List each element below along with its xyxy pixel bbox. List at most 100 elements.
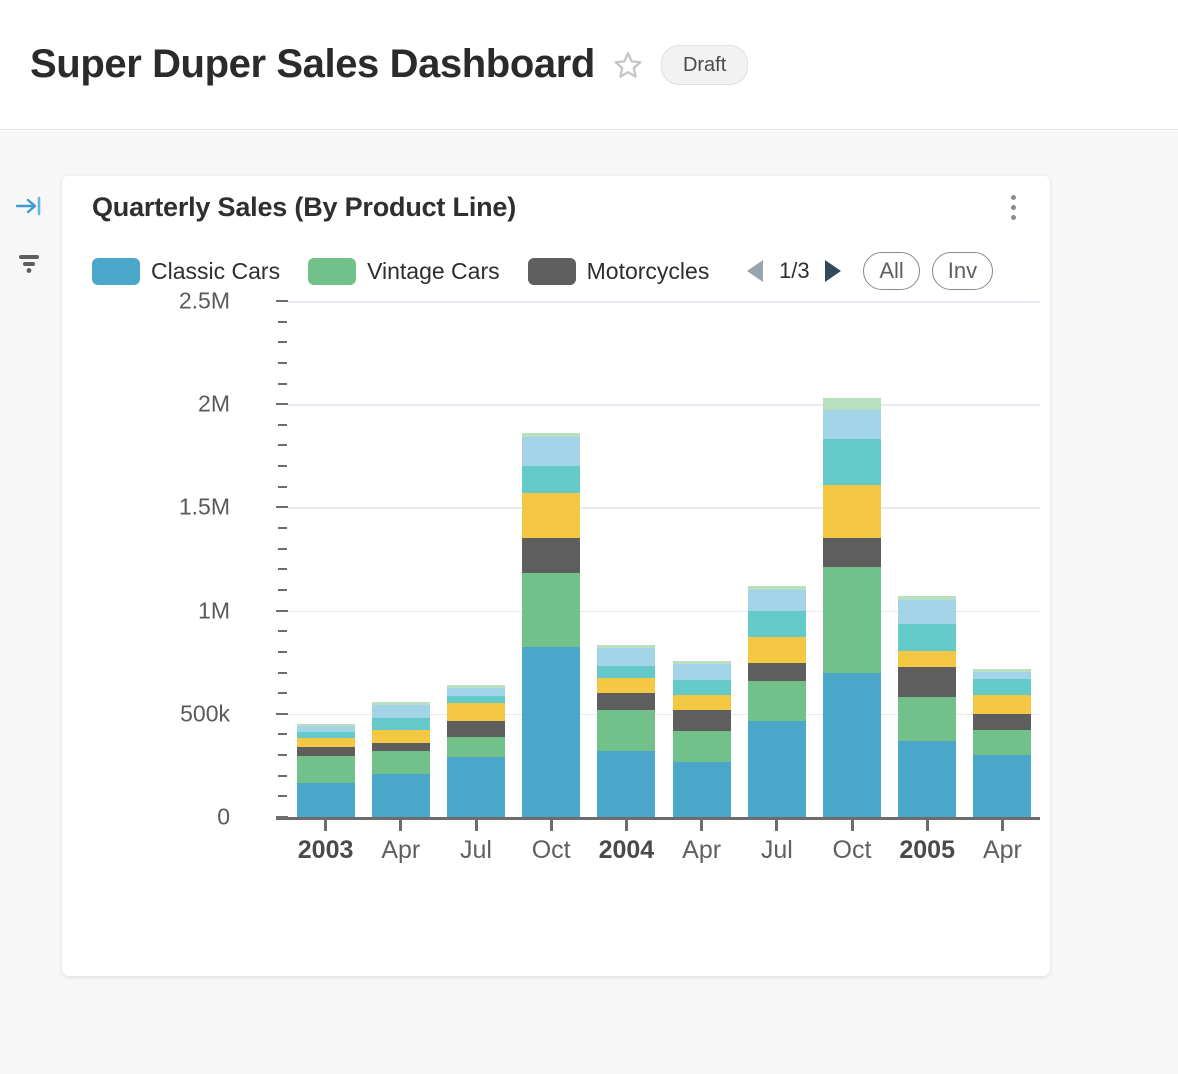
header-title-group: Super Duper Sales Dashboard Draft [0, 42, 749, 87]
bar-group[interactable] [522, 433, 581, 817]
bar-segment[interactable] [672, 709, 731, 732]
bar-segment[interactable] [447, 702, 505, 722]
bar-segment[interactable] [447, 684, 505, 689]
bar-segment[interactable] [898, 697, 957, 741]
star-outline-icon[interactable] [613, 50, 643, 80]
chart-card: Quarterly Sales (By Product Line) Classi… [62, 176, 1050, 976]
bar-segment[interactable] [371, 704, 430, 718]
bar-segment[interactable] [597, 644, 656, 648]
legend-item-vintage-cars[interactable]: Vintage Cars [308, 257, 500, 285]
bar-segment[interactable] [296, 724, 355, 727]
triangle-left-icon[interactable] [747, 260, 764, 282]
bar-segment[interactable] [522, 538, 581, 574]
bar-segment[interactable] [447, 721, 505, 737]
bar-segment[interactable] [823, 398, 881, 411]
status-badge[interactable]: Draft [660, 44, 749, 85]
bar-segment[interactable] [371, 742, 430, 751]
bar-segment[interactable] [296, 732, 355, 738]
bar-segment[interactable] [898, 624, 957, 651]
bar-segment[interactable] [447, 696, 505, 703]
bar-segment[interactable] [747, 680, 806, 722]
bar-segment[interactable] [296, 726, 355, 733]
bar-group[interactable] [898, 596, 957, 817]
bar-segment[interactable] [823, 567, 881, 673]
bar-segment[interactable] [672, 731, 731, 763]
bar-segment[interactable] [672, 661, 731, 665]
bar-group[interactable] [296, 724, 355, 817]
bar-segment[interactable] [898, 667, 957, 698]
bar-group[interactable] [973, 669, 1032, 817]
bar-group[interactable] [672, 661, 731, 817]
bar-group[interactable] [823, 398, 881, 817]
bar-segment[interactable] [371, 773, 430, 817]
bar-segment[interactable] [823, 672, 881, 817]
bar-segment[interactable] [296, 756, 355, 783]
bar-segment[interactable] [522, 646, 581, 817]
filter-funnel-icon[interactable] [13, 247, 45, 277]
bar-segment[interactable] [597, 693, 656, 710]
bar-segment[interactable] [371, 730, 430, 743]
bar-segment[interactable] [747, 637, 806, 664]
bar-segment[interactable] [447, 736, 505, 758]
gridline [288, 713, 1040, 716]
bar-segment[interactable] [597, 709, 656, 751]
bar-segment[interactable] [672, 664, 731, 680]
bar-group[interactable] [371, 702, 430, 817]
bar-segment[interactable] [973, 695, 1032, 714]
bar-segment[interactable] [973, 755, 1032, 817]
bar-segment[interactable] [447, 757, 505, 817]
bar-segment[interactable] [898, 596, 957, 601]
x-axis-tick [624, 820, 628, 831]
select-all-button[interactable]: All [863, 252, 920, 290]
bar-segment[interactable] [898, 650, 957, 668]
legend-item-classic-cars[interactable]: Classic Cars [92, 257, 280, 285]
bar-segment[interactable] [973, 678, 1032, 696]
bar-segment[interactable] [371, 702, 430, 705]
legend-label: Vintage Cars [367, 257, 500, 284]
bar-segment[interactable] [747, 590, 806, 611]
bar-segment[interactable] [296, 737, 355, 747]
kebab-menu-icon[interactable] [1000, 192, 1026, 222]
bar-segment[interactable] [597, 750, 656, 817]
bar-segment[interactable] [597, 666, 656, 678]
invert-selection-button[interactable]: Inv [931, 252, 994, 290]
bar-segment[interactable] [672, 762, 731, 817]
expand-panel-arrow-icon[interactable] [13, 191, 45, 221]
bar-segment[interactable] [823, 439, 881, 485]
dashboard-body: Quarterly Sales (By Product Line) Classi… [0, 131, 1178, 1074]
bar-segment[interactable] [898, 740, 957, 817]
bar-segment[interactable] [371, 750, 430, 774]
bar-segment[interactable] [823, 410, 881, 440]
bar-segment[interactable] [747, 721, 806, 817]
bar-segment[interactable] [747, 585, 806, 591]
bar-segment[interactable] [973, 669, 1032, 672]
bar-segment[interactable] [597, 677, 656, 694]
legend-item-motorcycles[interactable]: Motorcycles [527, 257, 709, 285]
bar-group[interactable] [597, 644, 656, 817]
bar-segment[interactable] [747, 663, 806, 681]
bar-segment[interactable] [973, 730, 1032, 756]
bar-segment[interactable] [522, 437, 581, 467]
y-axis-labels: 0 500k 1M 1.5M 2M 2.5M [152, 288, 230, 961]
triangle-right-icon[interactable] [825, 260, 842, 282]
bar-segment[interactable] [747, 610, 806, 638]
bar-segment[interactable] [296, 746, 355, 757]
bar-segment[interactable] [522, 466, 581, 493]
bar-segment[interactable] [522, 433, 581, 438]
bar-segment[interactable] [898, 600, 957, 625]
bar-segment[interactable] [522, 492, 581, 539]
bar-segment[interactable] [823, 538, 881, 568]
bar-segment[interactable] [371, 717, 430, 731]
bar-segment[interactable] [296, 782, 355, 817]
bar-segment[interactable] [823, 484, 881, 539]
kebab-dot [1010, 194, 1016, 200]
bar-group[interactable] [747, 585, 806, 817]
bar-segment[interactable] [447, 688, 505, 697]
bar-segment[interactable] [672, 695, 731, 710]
bar-segment[interactable] [973, 713, 1032, 731]
bar-segment[interactable] [597, 647, 656, 667]
bar-segment[interactable] [672, 679, 731, 696]
bar-group[interactable] [447, 684, 505, 817]
bar-segment[interactable] [522, 573, 581, 647]
bar-segment[interactable] [973, 671, 1032, 679]
